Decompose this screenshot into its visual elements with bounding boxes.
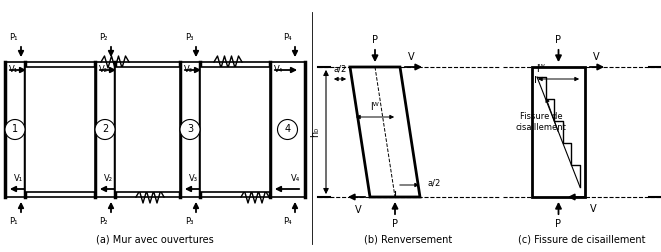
Text: V: V [590,204,597,214]
Bar [25,67,95,192]
Text: Fissure de
cisaillement: Fissure de cisaillement [516,112,566,132]
Text: P₃: P₃ [184,217,193,226]
Text: lᵂ: lᵂ [371,102,379,112]
Bar [115,67,180,192]
Bar [200,67,270,192]
Text: 4: 4 [284,124,291,135]
Bar [532,67,585,197]
Text: P₄: P₄ [284,33,292,42]
Text: V₂: V₂ [99,65,108,74]
Text: P: P [372,35,378,45]
Text: P₁: P₁ [9,217,18,226]
Text: a/2: a/2 [334,65,347,74]
Text: V: V [593,52,600,62]
Text: 1: 1 [12,124,18,135]
Text: V₃: V₃ [189,174,198,183]
Text: lᵂ: lᵂ [536,64,545,74]
Circle shape [180,119,200,140]
Circle shape [5,119,25,140]
Text: V₃: V₃ [184,65,193,74]
Text: P: P [555,35,561,45]
Text: P: P [392,219,398,229]
Text: (c) Fissure de cisaillement: (c) Fissure de cisaillement [518,235,646,245]
Text: V₂: V₂ [104,174,113,183]
Text: V₁: V₁ [14,174,23,183]
Text: 2: 2 [102,124,108,135]
Text: V: V [408,52,414,62]
Text: P₂: P₂ [100,33,108,42]
Text: (a) Mur avec ouvertures: (a) Mur avec ouvertures [96,235,214,245]
Text: h₀: h₀ [310,127,320,137]
Text: V₁: V₁ [9,65,18,74]
Text: P₄: P₄ [284,217,292,226]
Text: (b) Renversement: (b) Renversement [364,235,452,245]
Circle shape [278,119,297,140]
Text: V: V [355,205,362,215]
Text: P₃: P₃ [184,33,193,42]
Text: a/2: a/2 [428,178,442,187]
Text: P: P [555,219,561,229]
Text: V₄: V₄ [274,65,284,74]
Text: P₁: P₁ [9,33,18,42]
Text: P₂: P₂ [100,217,108,226]
Text: V₄: V₄ [291,174,300,183]
Polygon shape [350,67,420,197]
Circle shape [95,119,115,140]
Text: 3: 3 [187,124,193,135]
